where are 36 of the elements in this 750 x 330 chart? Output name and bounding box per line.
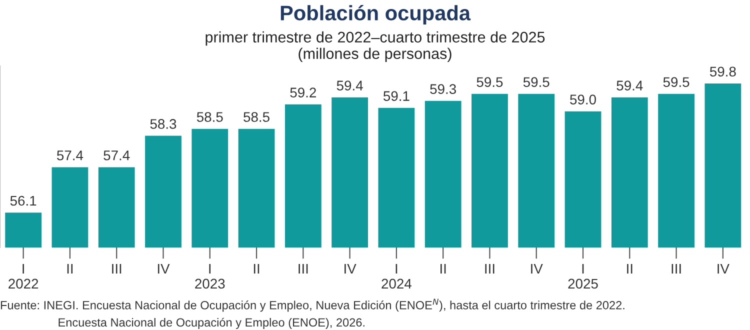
chart-subtitle: primer trimestre de 2022–cuarto trimestre de 2025 (millones de personas) xyxy=(206,31,545,62)
x-tick-label: II xyxy=(440,264,446,274)
data-label: 58.3 xyxy=(150,119,176,129)
data-label: 56.1 xyxy=(10,196,36,206)
data-label: 59.5 xyxy=(476,77,503,88)
data-label: 59.4 xyxy=(336,80,363,90)
data-label: 58.5 xyxy=(244,112,270,122)
data-label: 59.3 xyxy=(430,84,456,94)
data-label: 57.4 xyxy=(104,150,130,160)
data-label: 59.1 xyxy=(383,91,410,101)
x-tick-label: II xyxy=(627,264,632,274)
x-tick-label: III xyxy=(672,264,681,274)
x-tick-label: III xyxy=(298,264,308,274)
data-label: 59.4 xyxy=(616,80,643,90)
data-label: 58.5 xyxy=(196,112,223,122)
text: Encuesta Nacional de Ocupación y Empleo (ENOE), 2026. xyxy=(58,318,364,329)
x-tick-label: III xyxy=(112,264,122,274)
data-label: 59.2 xyxy=(290,88,316,98)
x-tick-label: III xyxy=(485,264,494,274)
x-tick-label: IV xyxy=(531,264,543,274)
data-label: 59.8 xyxy=(710,66,736,77)
x-tick-label: II xyxy=(254,264,260,274)
x-tick-label: IV xyxy=(158,264,170,274)
x-tick-label: I 2024 xyxy=(382,264,412,289)
x-tick-label: I 2022 xyxy=(8,264,38,289)
x-tick-label: II xyxy=(67,264,73,274)
x-tick-label: IV xyxy=(344,264,356,274)
source-note: Fuente: INEGI. Encuesta Nacional de Ocupación y Empleo, Nueva Edición (ENOE$^{N}$), hasta el cuarto trimestre de 2022. xyxy=(0,298,624,312)
x-tick-label: I 2025 xyxy=(568,264,598,289)
x-tick-label: IV xyxy=(718,264,730,274)
data-label: 59.0 xyxy=(570,94,596,104)
data-label: 59.5 xyxy=(523,77,550,88)
x-tick-label: I 2023 xyxy=(195,264,225,289)
chart-title: Población ocupada xyxy=(280,4,471,25)
data-label: 57.4 xyxy=(57,150,84,160)
data-label: 59.5 xyxy=(663,77,690,88)
